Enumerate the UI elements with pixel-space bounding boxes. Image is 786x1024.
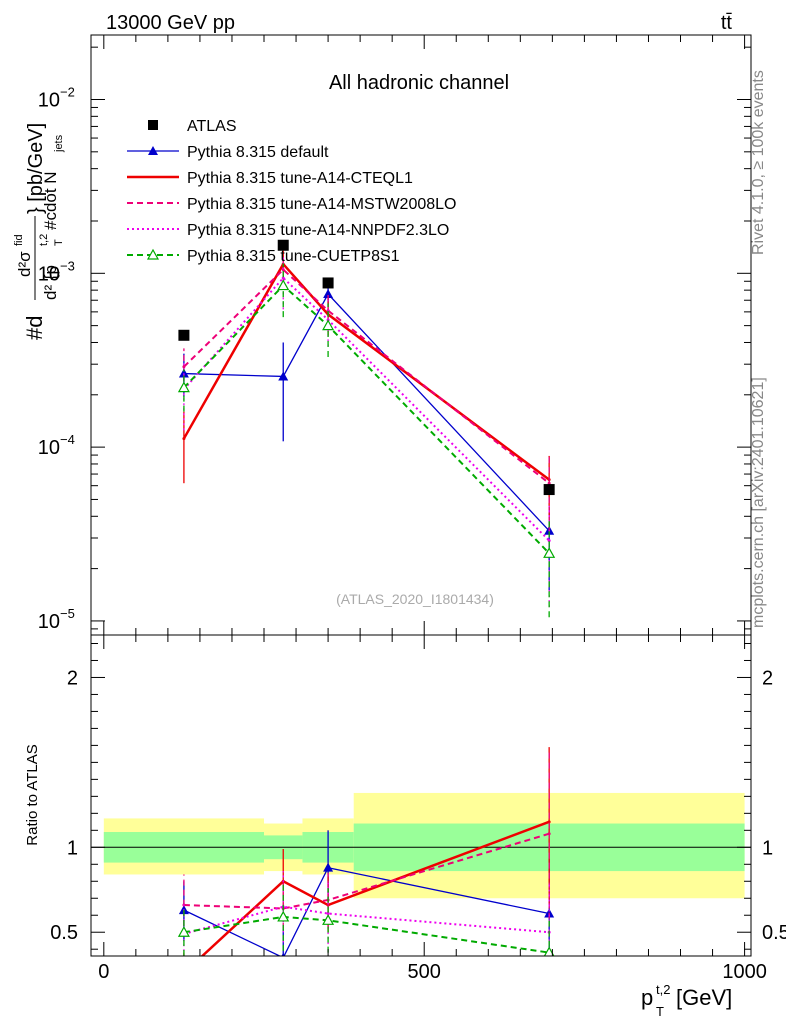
main-y-tick-exponent: −2 bbox=[60, 84, 75, 99]
analysis-id-label: (ATLAS_2020_I1801434) bbox=[336, 591, 494, 607]
legend-label-pythia-8-315-tune-cuetp8s1: Pythia 8.315 tune-CUETP8S1 bbox=[187, 248, 400, 265]
ratio-line-pythia-8-315-tune-cuetp8s1 bbox=[183, 915, 550, 954]
mcplots-label: mcplots.cern.ch [arXiv:2401.10621] bbox=[750, 377, 767, 628]
data-point-marker bbox=[547, 539, 551, 543]
data-point-marker bbox=[281, 276, 285, 280]
main-title: All hadronic channel bbox=[329, 72, 509, 94]
y-label-cdot: #cdot N bbox=[41, 171, 60, 230]
atlas-data-point bbox=[178, 329, 190, 341]
data-point-marker bbox=[182, 365, 186, 369]
series-pythia-8-315-tune-a14-cteql1 bbox=[182, 250, 551, 527]
main-y-axis-label: #d d²σ fid d² {p t,2 T #cdot N jets } [p… bbox=[13, 123, 65, 340]
legend: ATLAS Pythia 8.315 default Pythia 8.315 tu… bbox=[127, 118, 456, 265]
data-point-marker bbox=[281, 268, 285, 272]
series-line-pythia-8-315-tune-a14-mstw2008lo bbox=[183, 268, 550, 484]
ratio-point-marker bbox=[543, 946, 555, 956]
x-tick-label: 0 bbox=[98, 961, 109, 983]
y-label-frac-num: d²σ bbox=[15, 251, 34, 277]
x-tick-label: 1000 bbox=[722, 961, 767, 983]
main-y-tick-label: 10 bbox=[38, 263, 60, 285]
legend-label-atlas: ATLAS bbox=[187, 118, 237, 135]
x-tick-label: 500 bbox=[408, 961, 441, 983]
ratio-point-marker bbox=[547, 820, 551, 824]
atlas-data-point bbox=[543, 484, 555, 496]
ratio-point-marker bbox=[182, 971, 185, 974]
ratio-point-marker bbox=[326, 912, 330, 916]
data-point-marker bbox=[177, 381, 190, 393]
ratio-y-axis-label: Ratio to ATLAS bbox=[24, 744, 41, 845]
ratio-line-pythia-8-315-default bbox=[183, 866, 550, 956]
ratio-y-tick-label: 1 bbox=[67, 837, 78, 859]
main-y-tick-label: 10 bbox=[38, 437, 60, 459]
ratio-y-tick-label-right: 1 bbox=[762, 837, 773, 859]
ratio-frame bbox=[90, 634, 752, 957]
ratio-point-marker bbox=[323, 862, 334, 872]
legend-label-pythia-8-315-tune-a14-mstw2008lo: Pythia 8.315 tune-A14-MSTW2008LO bbox=[187, 196, 456, 213]
x-label-p: p bbox=[641, 985, 653, 1010]
data-point-marker bbox=[323, 289, 334, 299]
y-label-t2: t,2 bbox=[38, 234, 50, 246]
ratio-point-marker bbox=[322, 914, 335, 925]
data-point-marker bbox=[543, 547, 556, 558]
ratio-line-pythia-8-315-tune-a14-nnpdf2-3lo bbox=[183, 905, 550, 935]
x-axis-label: p t,2 T [GeV] bbox=[641, 982, 732, 1019]
series-pythia-8-315-tune-a14-nnpdf2-3lo bbox=[182, 255, 551, 608]
y-label-T: T bbox=[53, 239, 65, 246]
rivet-label: Rivet 4.1.0, ≥ 100k events bbox=[750, 70, 767, 255]
legend-marker-atlas bbox=[148, 120, 158, 130]
ratio-y-tick-label-right: 0.5 bbox=[762, 922, 786, 944]
atlas-data-point bbox=[322, 277, 334, 289]
atlas-data-point bbox=[277, 239, 289, 251]
y-label-frac-den: d² {p bbox=[41, 265, 60, 300]
series-pythia-8-315-default bbox=[178, 282, 555, 591]
y-label-jets: jets bbox=[53, 134, 65, 153]
main-y-tick-label: 10 bbox=[38, 611, 60, 633]
ratio-point-marker bbox=[277, 910, 290, 922]
ratio-y-tick-label-right: 2 bbox=[762, 667, 773, 689]
legend-label-pythia-8-315-default: Pythia 8.315 default bbox=[187, 144, 329, 161]
series-line-pythia-8-315-tune-a14-cteql1 bbox=[182, 261, 550, 481]
ratio-line-pythia-8-315-tune-a14-mstw2008lo bbox=[183, 832, 550, 910]
header-right-label: tt̄ bbox=[721, 12, 733, 34]
ratio-y-tick-label: 0.5 bbox=[50, 922, 78, 944]
data-point-marker bbox=[547, 481, 551, 485]
data-point-marker bbox=[277, 279, 290, 291]
series-pythia-8-315-tune-cuetp8s1 bbox=[177, 263, 556, 618]
y-label-fid: fid bbox=[13, 234, 25, 246]
main-y-tick-exponent: −4 bbox=[60, 432, 75, 447]
ratio-series-pythia-8-315-tune-cuetp8s1 bbox=[177, 882, 555, 956]
main-y-tick-exponent: −5 bbox=[60, 606, 75, 621]
series-line-pythia-8-315-default bbox=[183, 292, 550, 532]
ratio-y-tick-label: 2 bbox=[67, 667, 78, 689]
ratio-line-pythia-8-315-tune-a14-cteql1 bbox=[200, 820, 550, 956]
y-label-unit: } [pb/GeV] bbox=[25, 123, 47, 214]
y-label-hash-d: #d bbox=[22, 316, 47, 340]
series-line-pythia-8-315-tune-cuetp8s1 bbox=[183, 284, 550, 554]
legend-marker bbox=[146, 248, 160, 260]
series-line-pythia-8-315-tune-a14-nnpdf2-3lo bbox=[183, 276, 550, 542]
data-point-marker bbox=[322, 319, 335, 331]
data-point-marker bbox=[182, 437, 186, 441]
x-label-unit: [GeV] bbox=[676, 985, 732, 1010]
legend-marker bbox=[148, 146, 158, 155]
header-left-label: 13000 GeV pp bbox=[106, 12, 235, 34]
ratio-point-marker bbox=[177, 925, 190, 937]
x-label-sup: t,2 bbox=[656, 982, 670, 997]
ratio-point-marker bbox=[547, 832, 551, 836]
ratio-point-marker bbox=[281, 952, 286, 956]
legend-label-pythia-8-315-tune-a14-cteql1: Pythia 8.315 tune-A14-CTEQL1 bbox=[187, 170, 413, 187]
legend-label-pythia-8-315-tune-a14-nnpdf2-3lo: Pythia 8.315 tune-A14-NNPDF2.3LO bbox=[187, 222, 449, 239]
x-label-sub: T bbox=[656, 1004, 664, 1019]
main-y-tick-exponent: −3 bbox=[60, 258, 75, 273]
series-pythia-8-315-tune-a14-mstw2008lo bbox=[182, 258, 551, 534]
data-point-marker bbox=[278, 371, 289, 381]
main-y-tick-label: 10 bbox=[38, 89, 60, 111]
data-point-marker bbox=[178, 368, 189, 378]
